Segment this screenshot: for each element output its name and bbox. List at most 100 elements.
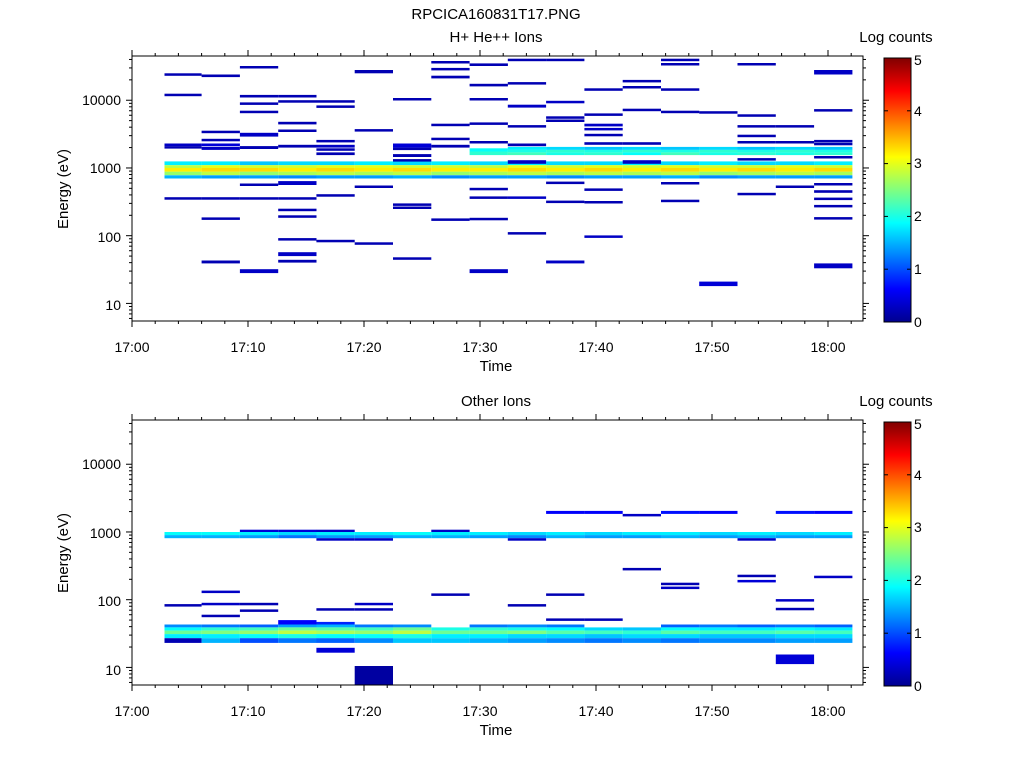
heatmap-cell — [201, 168, 240, 172]
x-tick-label: 17:30 — [462, 339, 497, 355]
heatmap-cell — [584, 510, 623, 514]
heatmap-cell — [814, 204, 853, 208]
heatmap-cell — [239, 175, 279, 179]
heatmap-cell — [584, 201, 623, 204]
heatmap-cell — [278, 171, 317, 176]
heatmap-cell — [546, 260, 585, 264]
heatmap-cell — [164, 535, 202, 539]
heatmap-cell — [584, 133, 623, 137]
heatmap-cell — [278, 532, 317, 536]
heatmap-cell — [814, 165, 853, 168]
heatmap-cell — [661, 199, 700, 203]
heatmap-cell — [546, 161, 585, 166]
heatmap-cell — [507, 624, 547, 628]
y-tick-label: 100 — [98, 593, 122, 609]
heatmap-cell — [546, 119, 585, 122]
heatmap-cell — [814, 627, 853, 631]
heatmap-cell — [622, 171, 661, 176]
heatmap-cell — [316, 538, 355, 541]
heatmap-cell — [584, 146, 623, 150]
heatmap-cell — [507, 146, 547, 150]
heatmap-cell — [622, 532, 661, 536]
heatmap-cell — [431, 175, 470, 179]
heatmap-cell — [469, 217, 508, 221]
heatmap-cell — [737, 624, 776, 628]
heatmap-cell — [814, 190, 853, 193]
heatmap-cell — [239, 532, 279, 536]
heatmap-cell — [201, 175, 240, 179]
heatmap-cell — [737, 175, 776, 179]
heatmap-cell — [316, 105, 355, 108]
heatmap-cell — [507, 630, 547, 635]
heatmap-cell — [546, 168, 585, 172]
heatmap-cell — [239, 197, 279, 200]
heatmap-cell — [507, 634, 547, 639]
heatmap-cell — [584, 175, 623, 179]
heatmap-cell — [393, 634, 432, 639]
axis-ticks — [126, 50, 869, 327]
heatmap-cell — [737, 630, 776, 635]
heatmap-cell — [546, 116, 585, 119]
heatmap-cell — [775, 152, 815, 156]
heatmap-cell — [661, 535, 700, 539]
heatmap-cell — [699, 535, 738, 539]
heatmap-cell — [507, 165, 547, 168]
heatmap-cell — [393, 203, 432, 206]
heatmap-cell — [737, 152, 776, 156]
colorbar-tick: 4 — [914, 467, 922, 483]
heatmap-cell — [622, 165, 661, 168]
heatmap-cell — [699, 281, 738, 287]
x-tick-label: 17:40 — [578, 339, 613, 355]
heatmap-cell — [661, 63, 700, 66]
heatmap-cell — [661, 146, 700, 150]
colorbar-tick: 1 — [914, 261, 922, 277]
heatmap-cell — [814, 575, 853, 579]
y-axis-label: Energy (eV) — [55, 513, 72, 593]
heatmap-cell — [699, 152, 738, 156]
heatmap-cell — [814, 139, 853, 143]
heatmap-cell — [354, 175, 393, 179]
heatmap-cell — [775, 599, 815, 602]
heatmap-cell — [164, 93, 202, 97]
heatmap-cell — [354, 70, 393, 74]
heatmap-cell — [393, 161, 432, 166]
heatmap-cell — [278, 168, 317, 172]
heatmap-cell — [775, 168, 815, 172]
heatmap-cell — [737, 165, 776, 168]
heatmap-cell — [431, 123, 470, 127]
heatmap-cell — [164, 197, 202, 200]
heatmap-cell — [584, 123, 623, 127]
heatmap-cell — [737, 627, 776, 631]
heatmap-cell — [584, 161, 623, 166]
heatmap-cell — [661, 88, 700, 91]
heatmap-cells — [164, 58, 853, 287]
heatmap-cell — [354, 242, 393, 245]
heatmap-cell — [699, 146, 738, 150]
heatmap-cell — [622, 630, 661, 635]
heatmap-cell — [316, 529, 355, 533]
heatmap-cell — [814, 142, 853, 146]
heatmap-cell — [814, 197, 853, 201]
heatmap-cell — [507, 171, 547, 176]
heatmap-cell — [239, 171, 279, 176]
heatmap-cell — [354, 627, 393, 631]
heatmap-cell — [775, 624, 815, 628]
heatmap-cell — [507, 160, 547, 164]
heatmap-cell — [278, 165, 317, 168]
heatmap-cell — [546, 181, 585, 185]
heatmap-cell — [316, 535, 355, 539]
heatmap-cell — [164, 161, 202, 166]
heatmap-cell — [584, 634, 623, 639]
heatmap-cell — [546, 510, 585, 514]
heatmap-cell — [278, 620, 317, 625]
heatmap-cell — [775, 141, 815, 144]
heatmap-cell — [661, 510, 700, 514]
heatmap-cell — [507, 104, 547, 108]
heatmap-cell — [814, 70, 853, 75]
heatmap-cell — [469, 627, 508, 631]
heatmap-cell — [278, 208, 317, 212]
heatmap-cell — [354, 171, 393, 176]
heatmap-cell — [393, 532, 432, 536]
heatmap-cell — [354, 634, 393, 639]
y-tick-label: 10000 — [82, 92, 121, 108]
